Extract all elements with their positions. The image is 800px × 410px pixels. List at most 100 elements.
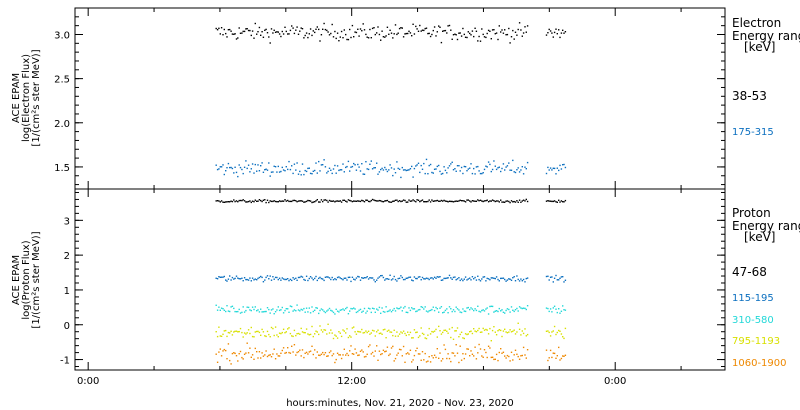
proton-point-0 (293, 199, 296, 202)
electron-point-1 (354, 164, 356, 166)
proton-point-1 (525, 277, 527, 280)
proton-point-4 (287, 347, 289, 349)
electron-point-0 (400, 27, 402, 29)
proton-point-0 (552, 200, 554, 203)
proton-point-4 (516, 353, 518, 355)
proton-point-4 (335, 358, 337, 361)
electron-point-1 (501, 167, 503, 170)
proton-point-1 (365, 277, 367, 279)
proton-point-3 (256, 330, 258, 333)
proton-point-4 (389, 353, 391, 355)
proton-point-3 (278, 332, 281, 334)
proton-point-4 (555, 357, 557, 359)
proton-point-3 (307, 333, 309, 335)
electron-point-0 (332, 36, 335, 38)
proton-point-1 (500, 277, 502, 280)
electron-point-1 (373, 167, 375, 169)
proton-point-3 (525, 335, 527, 337)
proton-point-0 (452, 201, 455, 203)
proton-point-3 (495, 334, 498, 336)
proton-point-0 (308, 200, 310, 202)
proton-point-4 (428, 356, 430, 358)
proton-point-3 (349, 335, 351, 337)
proton-point-1 (514, 280, 517, 282)
electron-point-0 (256, 33, 258, 35)
proton-point-4 (274, 358, 277, 360)
proton-point-2 (518, 306, 521, 308)
proton-point-1 (439, 276, 441, 278)
proton-point-4 (510, 351, 513, 353)
proton-point-1 (516, 275, 518, 277)
proton-point-0 (402, 199, 405, 201)
proton-point-0 (355, 200, 358, 202)
proton-point-1 (287, 278, 289, 280)
proton-point-0 (330, 200, 332, 202)
proton-point-3 (524, 328, 526, 330)
electron-point-0 (415, 25, 417, 28)
electron-point-0 (452, 34, 455, 36)
proton-point-1 (552, 281, 554, 283)
proton-point-1 (291, 279, 293, 282)
electron-point-1 (301, 163, 304, 165)
electron-point-1 (293, 163, 296, 165)
proton-point-2 (249, 309, 251, 311)
proton-point-2 (247, 306, 250, 309)
proton-point-2 (522, 307, 525, 309)
electron-point-1 (316, 172, 318, 174)
proton-point-4 (297, 351, 300, 353)
electron-point-0 (397, 32, 399, 34)
electron-point-0 (522, 32, 525, 34)
proton-point-3 (291, 335, 293, 337)
proton-point-3 (413, 329, 416, 331)
proton-point-0 (301, 200, 304, 202)
proton-point-0 (264, 199, 266, 201)
electron-yunits: [1/(cm²s ster MeV)] (31, 49, 42, 146)
proton-point-3 (416, 331, 418, 333)
proton-point-4 (300, 355, 302, 357)
electron-point-1 (419, 171, 421, 174)
proton-point-1 (417, 276, 420, 278)
proton-point-0 (358, 200, 360, 202)
electron-point-1 (346, 165, 348, 168)
proton-point-2 (296, 304, 298, 306)
electron-point-0 (548, 28, 550, 31)
proton-point-1 (338, 276, 340, 278)
proton-point-3 (292, 335, 294, 338)
electron-point-1 (304, 169, 306, 172)
proton-point-1 (297, 276, 300, 279)
electron-point-0 (324, 28, 327, 31)
proton-point-0 (400, 200, 402, 203)
proton-point-4 (349, 350, 351, 352)
electron-point-1 (327, 170, 329, 173)
proton-point-2 (295, 310, 297, 312)
proton-ytick-label: 1 (64, 286, 70, 297)
proton-point-1 (265, 276, 267, 279)
proton-point-3 (424, 337, 426, 339)
proton-point-0 (357, 200, 359, 202)
proton-point-0 (242, 199, 244, 201)
proton-point-1 (432, 278, 434, 280)
electron-point-0 (376, 32, 378, 34)
proton-point-1 (328, 277, 331, 279)
proton-point-3 (346, 328, 348, 330)
electron-point-0 (518, 22, 521, 24)
proton-point-1 (250, 280, 252, 282)
proton-point-3 (489, 327, 491, 330)
electron-point-0 (454, 33, 456, 35)
proton-point-2 (334, 313, 336, 315)
proton-point-0 (274, 200, 277, 203)
proton-point-3 (305, 328, 308, 330)
proton-point-1 (498, 280, 500, 282)
electron-ylabel: log(Electron Flux) (21, 54, 32, 142)
proton-point-4 (355, 352, 358, 354)
proton-point-2 (487, 313, 490, 315)
proton-point-1 (359, 279, 362, 281)
proton-point-0 (285, 200, 287, 202)
proton-point-2 (428, 310, 430, 312)
proton-point-4 (377, 359, 379, 361)
proton-point-0 (442, 200, 444, 202)
proton-point-2 (371, 307, 374, 309)
proton-point-0 (225, 201, 227, 203)
proton-point-3 (343, 330, 345, 332)
electron-point-0 (246, 28, 248, 30)
